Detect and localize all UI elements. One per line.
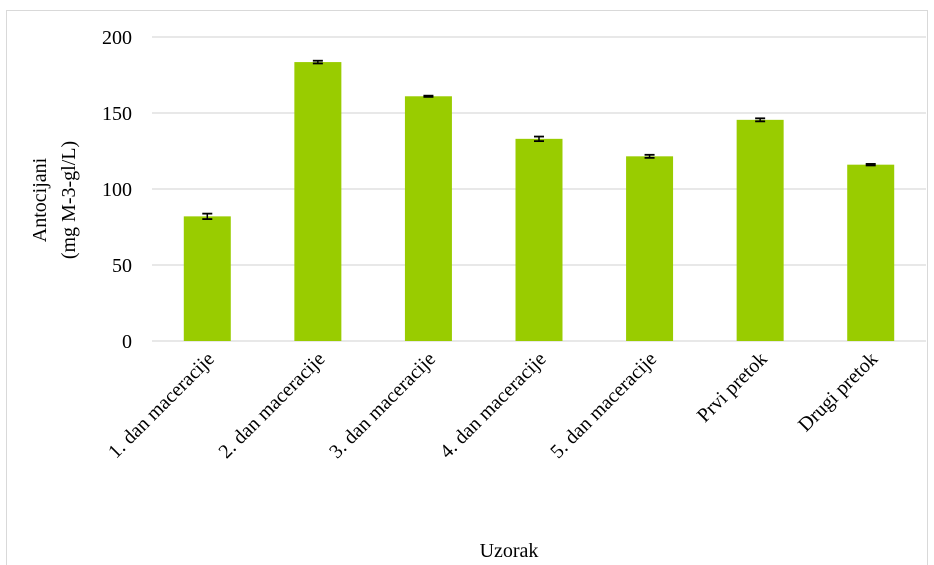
bar [294, 62, 342, 342]
error-bar [312, 59, 323, 65]
x-tick-label: 4. dan maceracije [436, 348, 551, 463]
bars [183, 62, 895, 342]
bar [515, 138, 563, 341]
y-tick-label: 150 [102, 103, 132, 125]
x-tick-label: 2. dan maceracije [215, 348, 330, 463]
y-tick-label: 200 [102, 27, 132, 49]
bar [183, 216, 231, 341]
x-axis-title: Uzorak [480, 540, 539, 562]
chart-frame [6, 10, 928, 565]
bar [736, 119, 784, 341]
y-axis-title-line-2: (mg M-3-gl/L) [58, 141, 80, 259]
error-bar [644, 153, 655, 159]
y-tick-label: 50 [112, 255, 132, 277]
y-tick-label: 100 [102, 179, 132, 201]
error-bar [755, 117, 766, 123]
x-tick-label: 3. dan maceracije [325, 348, 440, 463]
x-tick-label: 1. dan maceracije [104, 348, 219, 463]
y-tick-label: 0 [122, 331, 132, 353]
y-tick-labels: 0 50 100 150 200 [102, 27, 132, 353]
x-tick-label: 5. dan maceracije [546, 348, 661, 463]
error-bar [423, 94, 434, 98]
y-axis-title-line-1: Antocijani [29, 157, 51, 242]
bar [404, 96, 452, 341]
bar [847, 164, 895, 341]
x-tick-label: Prvi pretok [693, 348, 772, 427]
error-bar [534, 135, 544, 143]
error-bar [865, 163, 876, 167]
x-tick-label: Drugi pretok [794, 348, 882, 436]
error-bar [202, 212, 213, 220]
bar [626, 156, 674, 341]
error-bars [202, 59, 876, 220]
